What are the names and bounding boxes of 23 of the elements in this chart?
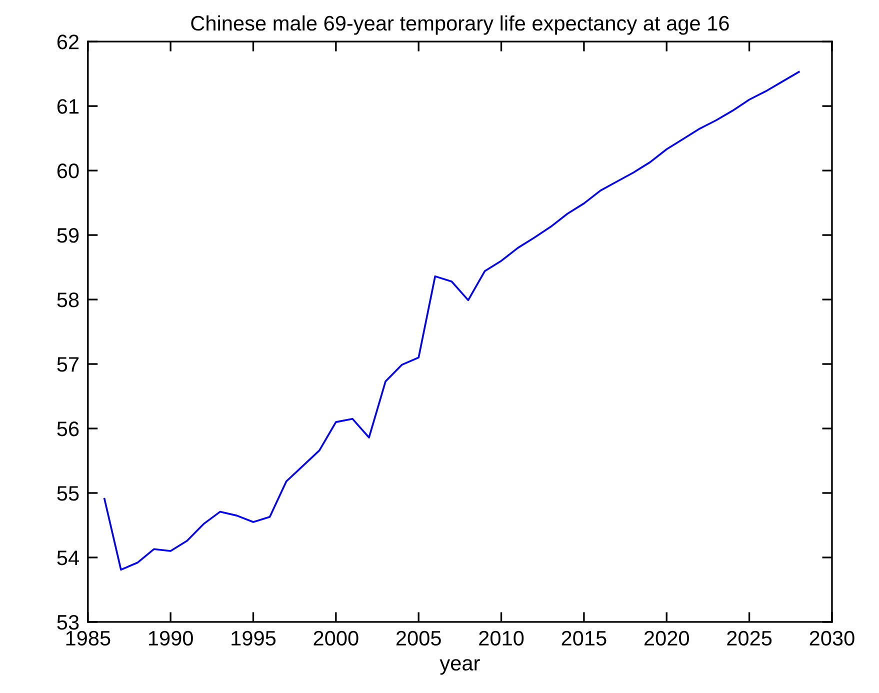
y-tick-label: 59	[57, 228, 79, 243]
x-tick-label: 2020	[644, 630, 689, 646]
y-tick-label: 58	[57, 292, 79, 308]
x-tick-label: 2000	[314, 630, 358, 646]
line-series	[104, 70, 800, 571]
chart-title: Chinese male 69-year temporary life expectancy at age 16	[191, 15, 729, 35]
x-tick-label: 2015	[562, 630, 606, 646]
y-tick-label: 62	[57, 34, 79, 50]
y-tick-label: 57	[57, 357, 79, 372]
y-tick-label: 54	[57, 550, 79, 566]
y-tick-label: 61	[57, 99, 79, 114]
y-tick-label: 53	[57, 614, 79, 630]
y-tick-label: 60	[57, 164, 79, 178]
x-tick-label: 1990	[148, 630, 193, 646]
x-tick-label: 2005	[396, 630, 441, 646]
x-axis-title: year	[440, 659, 480, 675]
x-tick-label: 1995	[232, 630, 276, 646]
y-tick-label: 55	[57, 486, 79, 501]
y-tick-label: 56	[57, 422, 79, 436]
x-tick-label: 2025	[727, 630, 772, 646]
x-tick-label: 2010	[479, 630, 524, 646]
x-tick-label: 2030	[810, 630, 854, 646]
x-tick-label: 1985	[66, 630, 110, 646]
